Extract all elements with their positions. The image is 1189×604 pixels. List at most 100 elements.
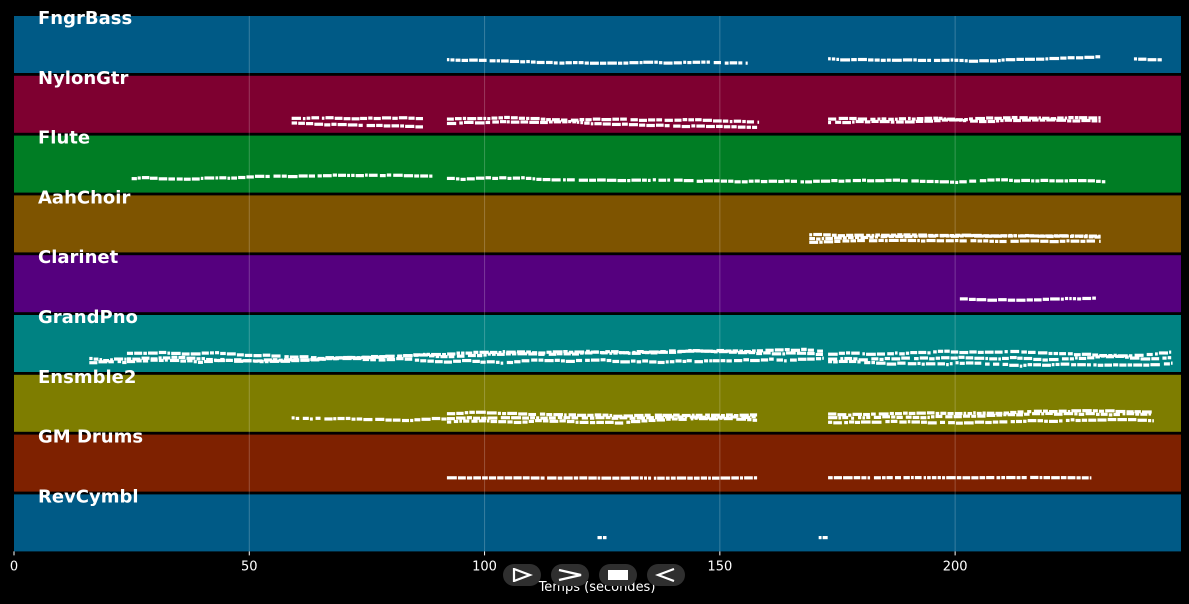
note: [431, 352, 441, 357]
note: [737, 125, 746, 129]
note: [246, 175, 254, 179]
note: [736, 417, 747, 421]
note: [873, 415, 882, 420]
note: [1021, 475, 1027, 480]
note: [620, 360, 630, 364]
note: [487, 352, 491, 356]
lane-label: RevCymbl: [38, 486, 139, 507]
note: [136, 359, 142, 363]
note: [655, 123, 664, 127]
note: [391, 124, 400, 128]
note: [335, 356, 344, 360]
note: [498, 116, 503, 120]
note: [540, 476, 545, 480]
note: [530, 476, 540, 480]
note: [546, 118, 551, 122]
rewind-button[interactable]: [647, 564, 685, 586]
note: [1126, 412, 1135, 416]
note: [405, 124, 415, 128]
note: [636, 350, 644, 354]
note: [838, 116, 849, 121]
note: [117, 359, 122, 364]
note: [855, 119, 864, 124]
note: [356, 417, 363, 421]
note: [254, 359, 258, 363]
note: [1099, 353, 1108, 358]
note: [1045, 57, 1049, 61]
note: [498, 420, 507, 424]
note: [126, 351, 134, 355]
note: [746, 125, 751, 129]
stop-button[interactable]: [599, 564, 637, 586]
note: [809, 233, 813, 237]
note: [1069, 357, 1074, 361]
note: [204, 176, 215, 180]
note: [469, 58, 478, 62]
note: [1097, 363, 1104, 367]
note: [852, 120, 855, 124]
note: [331, 122, 337, 126]
note: [903, 233, 911, 237]
note: [851, 416, 855, 420]
note: [889, 411, 894, 416]
note: [914, 357, 919, 361]
note: [833, 476, 842, 480]
note: [1033, 298, 1042, 302]
note: [602, 413, 609, 417]
note: [1048, 419, 1058, 423]
note: [528, 412, 537, 417]
note: [1049, 179, 1055, 183]
note: [483, 116, 487, 121]
note: [381, 116, 392, 120]
note: [673, 61, 682, 65]
note: [1042, 363, 1051, 367]
note: [466, 177, 475, 181]
note: [1077, 363, 1086, 367]
note: [522, 416, 529, 420]
note: [516, 350, 526, 354]
note: [670, 476, 676, 480]
note: [1158, 351, 1168, 355]
note: [440, 355, 448, 359]
note: [745, 61, 748, 65]
note: [554, 358, 560, 362]
note: [884, 239, 888, 243]
note: [265, 174, 270, 179]
note: [263, 358, 272, 362]
note: [1056, 118, 1067, 122]
note: [1010, 410, 1017, 415]
note: [625, 351, 630, 355]
note: [840, 58, 851, 62]
note: [213, 358, 217, 362]
play-button[interactable]: [503, 564, 541, 586]
note: [565, 61, 572, 65]
note: [664, 118, 673, 122]
note: [828, 120, 832, 125]
note: [739, 476, 744, 480]
note: [627, 351, 631, 355]
note: [834, 239, 841, 243]
note: [302, 117, 306, 121]
note: [521, 359, 530, 363]
note: [291, 416, 295, 420]
note: [1108, 354, 1113, 358]
note: [891, 415, 896, 419]
note: [968, 117, 973, 121]
note: [890, 419, 898, 423]
fast-forward-button[interactable]: [551, 564, 589, 586]
note: [93, 357, 99, 361]
note: [396, 357, 404, 361]
note: [1064, 296, 1069, 301]
note: [807, 357, 815, 361]
note: [1088, 116, 1098, 120]
note: [713, 119, 722, 123]
note: [158, 177, 168, 181]
note: [1040, 178, 1049, 183]
note: [950, 234, 960, 238]
note: [514, 360, 521, 364]
note: [463, 419, 470, 423]
note: [617, 61, 623, 65]
note: [911, 117, 916, 121]
note: [572, 60, 578, 65]
note: [272, 358, 278, 362]
